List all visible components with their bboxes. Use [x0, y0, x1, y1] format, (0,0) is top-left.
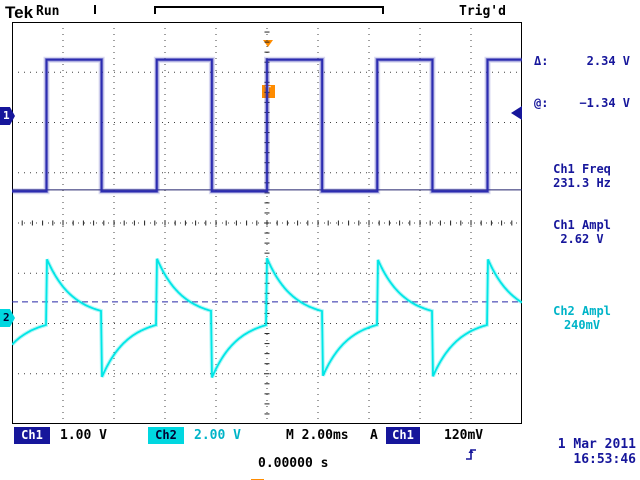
date-readout: 1 Mar 2011 — [557, 437, 636, 452]
time-readout: 16:53:46 — [573, 452, 636, 467]
measurement-ch2-ampl: Ch2 Ampl 240mV — [524, 304, 640, 332]
measurement-value: 240mV — [563, 318, 601, 332]
ch2-scale: 2.00 V — [194, 428, 241, 443]
measurement-label: Ch1 Ampl — [553, 218, 611, 232]
cursor-at-label: @: — [534, 96, 549, 110]
ch2-label-badge[interactable]: Ch2 — [148, 427, 184, 444]
trigger-t-icon: T — [261, 85, 275, 98]
cursor-delta-label: Δ: — [534, 54, 549, 68]
cursor-readout: Δ: 2.34 V @: −1.34 V — [524, 26, 640, 138]
trigger-position-readout: 0.00000 s — [258, 456, 329, 471]
measurement-value: 2.62 V — [560, 232, 604, 246]
timebase-readout: M 2.00ms — [286, 428, 349, 443]
record-window-bracket — [154, 6, 384, 14]
measurement-ch1-freq: Ch1 Freq 231.3 Hz — [524, 162, 640, 190]
trigger-position-arrow-icon — [263, 40, 273, 47]
ch1-label-badge[interactable]: Ch1 — [14, 427, 50, 444]
trigger-prefix: A — [370, 428, 378, 443]
trigger-level-arrow-icon[interactable] — [511, 106, 522, 120]
cursor-delta-value: 2.34 V — [586, 54, 630, 68]
measurement-ch1-ampl: Ch1 Ampl 2.62 V — [524, 218, 640, 246]
waveform-screen — [0, 21, 640, 425]
ch1-ground-marker[interactable]: 1 — [0, 107, 15, 125]
ch2-ground-marker[interactable]: 2 — [0, 309, 15, 327]
record-start-tick — [94, 5, 96, 14]
acquisition-state: Run — [36, 4, 60, 19]
trigger-position-marker[interactable]: T — [261, 2, 275, 136]
trigger-status: Trig'd — [459, 4, 506, 19]
trigger-arrows-icon: →▼ — [264, 479, 278, 480]
measurement-label: Ch2 Ampl — [553, 304, 611, 318]
rising-edge-icon — [426, 428, 478, 480]
measurement-value: 231.3 Hz — [553, 176, 611, 190]
cursor-at-value: −1.34 V — [579, 96, 630, 110]
tek-logo: Tek — [5, 3, 34, 22]
scope-graticule — [0, 21, 640, 425]
readout-panel: Δ: 2.34 V @: −1.34 V Ch1 Freq 231.3 Hz C… — [524, 22, 640, 424]
trigger-level-readout: 120mV — [444, 428, 484, 443]
ch1-scale: 1.00 V — [60, 428, 107, 443]
measurement-label: Ch1 Freq — [553, 162, 611, 176]
trigger-source-badge[interactable]: Ch1 — [386, 427, 420, 444]
